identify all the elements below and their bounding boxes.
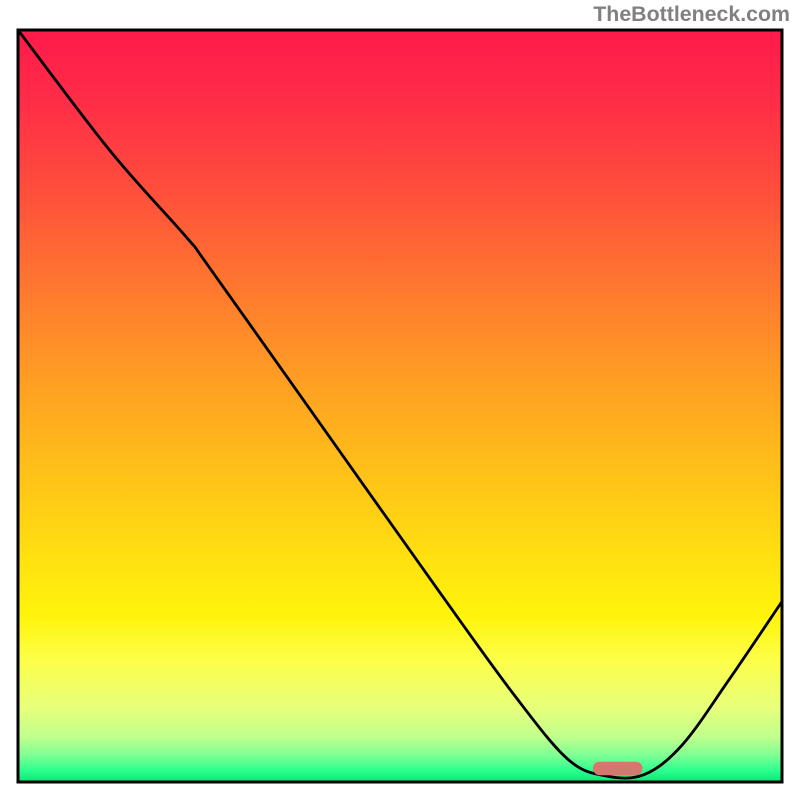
bottleneck-chart: TheBottleneck.com (0, 0, 800, 800)
optimal-marker (593, 762, 643, 776)
heat-gradient (18, 30, 782, 782)
watermark-text: TheBottleneck.com (593, 2, 790, 27)
chart-canvas (0, 0, 800, 800)
